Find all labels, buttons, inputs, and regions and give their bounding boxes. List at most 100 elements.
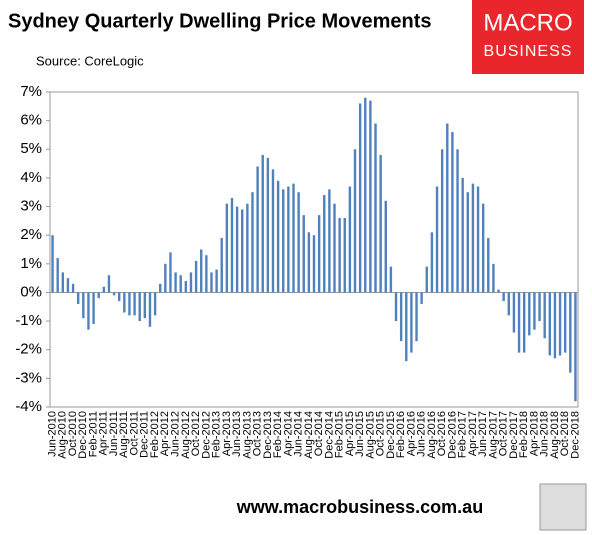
bar	[302, 215, 305, 293]
x-tick-label: Aug-2010	[57, 411, 69, 459]
bar	[76, 292, 80, 304]
chart-subtitle: Source: CoreLogic	[36, 53, 144, 68]
bar	[461, 177, 464, 293]
y-tick-label: 4%	[20, 169, 42, 186]
bar	[394, 292, 398, 322]
x-tick-label: Apr-2018	[528, 411, 540, 456]
bar	[415, 292, 418, 342]
bar	[328, 189, 331, 293]
bar	[317, 215, 321, 293]
bar	[282, 189, 285, 293]
x-tick-label: Oct-2013	[252, 411, 264, 456]
bar	[405, 292, 408, 362]
x-tick-label: Aug-2015	[364, 411, 376, 459]
bar	[215, 269, 218, 293]
bar	[522, 292, 526, 353]
bar	[574, 292, 577, 402]
bar	[353, 149, 357, 293]
bar	[563, 292, 567, 353]
bar	[148, 292, 152, 327]
x-tick-label: Jun-2012	[169, 411, 181, 457]
bar	[507, 292, 510, 316]
bar	[128, 292, 131, 316]
x-tick-label: Jun-2013	[231, 411, 243, 457]
x-tick-label: Dec-2015	[385, 411, 397, 459]
bar	[189, 272, 193, 293]
bar	[343, 218, 346, 293]
bar	[528, 292, 531, 336]
x-tick-label: Jun-2015	[354, 411, 366, 457]
bar	[220, 238, 223, 293]
x-tick-label: Jun-2017	[477, 411, 489, 457]
bar	[543, 292, 546, 339]
chart-title: Sydney Quarterly Dwelling Price Movement…	[8, 10, 431, 32]
bar	[225, 203, 229, 293]
bar	[533, 292, 536, 330]
footer-url: www.macrobusiness.com.au	[236, 497, 483, 517]
x-tick-label: Aug-2014	[303, 411, 315, 459]
bar	[235, 206, 239, 293]
bar	[92, 292, 95, 324]
bar	[512, 292, 516, 333]
bar	[451, 132, 454, 293]
x-tick-label: Aug-2017	[487, 411, 499, 459]
bar	[143, 292, 147, 319]
bar	[553, 292, 557, 359]
bar	[497, 289, 500, 293]
x-tick-label: Apr-2015	[344, 411, 356, 456]
x-tick-label: Jun-2010	[46, 411, 58, 457]
y-tick-label: 2%	[20, 226, 42, 243]
bar	[200, 249, 203, 293]
bar	[56, 258, 59, 293]
x-tick-label: Aug-2011	[118, 411, 130, 458]
bar	[538, 292, 541, 322]
y-tick-label: 1%	[20, 255, 42, 272]
bar	[466, 192, 469, 293]
bar	[384, 200, 387, 293]
bar	[481, 203, 485, 293]
bar	[369, 100, 372, 293]
wolf-logo	[539, 483, 587, 531]
bar	[169, 252, 172, 293]
bar	[266, 157, 270, 293]
y-tick-label: -2%	[15, 341, 42, 358]
logo-box	[472, 0, 584, 74]
bar	[312, 235, 316, 293]
bar	[399, 292, 403, 342]
y-tick-label: 3%	[20, 198, 42, 215]
bar	[348, 186, 352, 293]
bar	[276, 180, 280, 293]
bar	[123, 292, 126, 313]
bar	[548, 292, 552, 356]
x-tick-label: Oct-2011	[128, 411, 140, 455]
bar	[292, 183, 295, 293]
bar	[138, 292, 141, 322]
bar	[97, 292, 100, 299]
bar	[517, 292, 521, 353]
x-tick-label: Apr-2011	[98, 411, 110, 455]
x-tick-label: Apr-2014	[282, 411, 294, 456]
bar	[51, 235, 54, 293]
x-tick-label: Feb-2011	[87, 411, 99, 457]
x-tick-label: Aug-2013	[241, 411, 253, 459]
bar	[133, 292, 136, 316]
x-tick-label: Jun-2018	[539, 411, 551, 457]
x-tick-label: Apr-2017	[467, 411, 479, 456]
x-tick-label: Jun-2014	[293, 411, 305, 457]
bar	[307, 232, 311, 293]
bar	[287, 186, 290, 293]
y-tick-label: 7%	[20, 83, 42, 100]
bar	[241, 209, 244, 293]
bar	[410, 292, 413, 353]
bar	[271, 169, 275, 293]
bar	[194, 260, 198, 293]
x-tick-label: Feb-2013	[211, 411, 223, 458]
x-tick-label: Dec-2017	[508, 411, 520, 459]
bar	[446, 123, 449, 293]
bar	[379, 155, 382, 293]
bar	[205, 255, 208, 293]
bar	[102, 286, 106, 293]
y-tick-label: -4%	[15, 398, 42, 415]
bar	[338, 218, 341, 293]
bar	[184, 281, 188, 293]
